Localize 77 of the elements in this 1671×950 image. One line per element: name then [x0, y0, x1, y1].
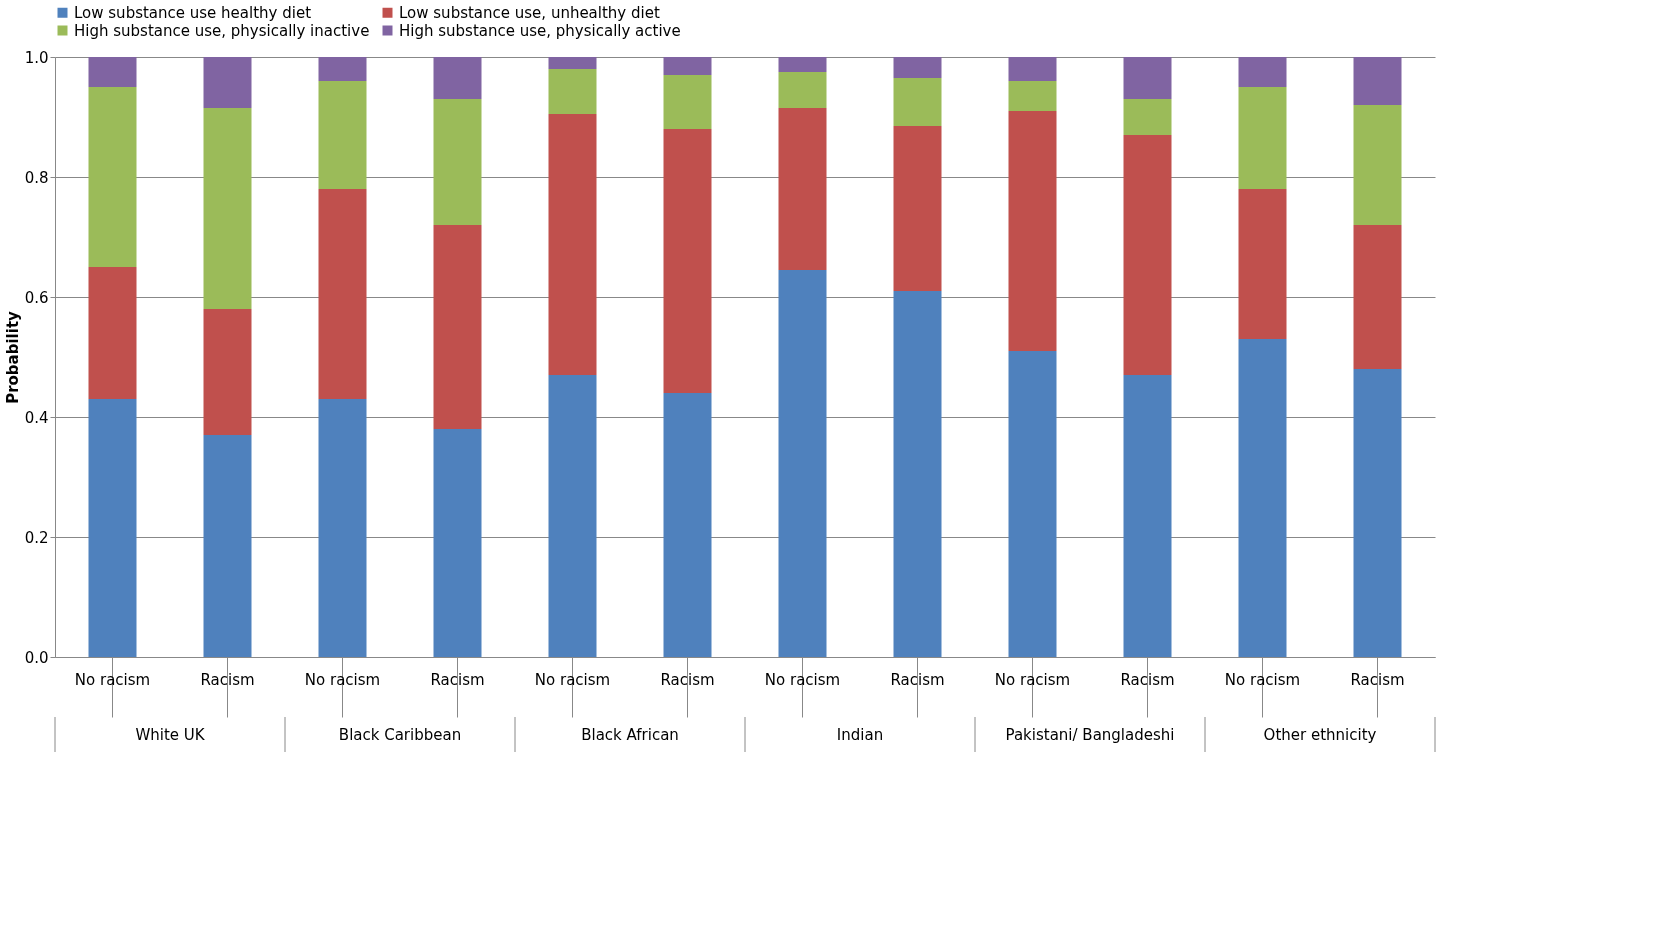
legend-label: High substance use, physically active [399, 21, 681, 40]
x-tick-label: Racism [200, 670, 255, 689]
bar [1238, 339, 1287, 657]
x-tick-label: Racism [1120, 670, 1175, 689]
text: Black African [581, 726, 679, 744]
legend-label: Low substance use healthy diet [74, 3, 312, 22]
y-tick-label: 0.6 [24, 288, 49, 307]
bar [318, 399, 367, 657]
bar [893, 126, 942, 291]
bar [548, 69, 597, 114]
bar [778, 57, 827, 72]
bar [1238, 189, 1287, 339]
x-tick-label: Racism [1350, 670, 1405, 689]
bar [893, 291, 942, 657]
bar [893, 78, 942, 126]
bar [893, 57, 942, 78]
bar [663, 393, 712, 657]
bar [1238, 57, 1287, 87]
x-tick-label: No racism [1224, 670, 1301, 689]
bar [88, 87, 137, 267]
bar [433, 57, 482, 99]
bar [433, 225, 482, 429]
x-tick-label: Racism [890, 670, 945, 689]
y-tick-label: 0.4 [24, 408, 49, 427]
bar [1123, 57, 1172, 99]
bar [778, 270, 827, 657]
bar [1123, 135, 1172, 375]
legend-label: Low substance use, unhealthy diet [399, 3, 660, 22]
legend-label: High substance use, physically inactive [74, 21, 370, 40]
bar [1008, 57, 1057, 81]
bar [433, 429, 482, 657]
bar [663, 57, 712, 75]
y-tick-label: 1.0 [24, 48, 49, 67]
bar [318, 81, 367, 189]
y-tick-label: 0.0 [24, 648, 49, 667]
bar [1238, 87, 1287, 189]
x-tick-label: No racism [304, 670, 381, 689]
bar [548, 375, 597, 657]
bar [778, 108, 827, 270]
bar [203, 309, 252, 435]
bar [1353, 105, 1402, 225]
bar [88, 399, 137, 657]
x-tick-label: Racism [430, 670, 485, 689]
x-tick-label: Racism [660, 670, 715, 689]
text: White UK [135, 726, 206, 744]
x-tick-label: No racism [764, 670, 841, 689]
x-tick-label: No racism [534, 670, 611, 689]
bar [318, 57, 367, 81]
x-tick-label: No racism [74, 670, 151, 689]
bar [1353, 369, 1402, 657]
text: Black Caribbean [338, 726, 462, 744]
bar [1008, 81, 1057, 111]
bar [1008, 111, 1057, 351]
bar [1008, 351, 1057, 657]
bar [433, 99, 482, 225]
bar [663, 75, 712, 129]
y-axis-title: Probability [3, 310, 22, 404]
text: Indian [836, 726, 884, 744]
bar [1353, 57, 1402, 105]
bar [663, 129, 712, 393]
bar [203, 435, 252, 657]
bar [203, 108, 252, 309]
bar [203, 57, 252, 108]
y-tick-label: 0.8 [24, 168, 49, 187]
bar [88, 57, 137, 87]
x-tick-label: No racism [994, 670, 1071, 689]
bar [1123, 99, 1172, 135]
text: Pakistani/ Bangladeshi [1005, 726, 1175, 744]
bar [1353, 225, 1402, 369]
text: Other ethnicity [1263, 726, 1377, 744]
y-tick-label: 0.2 [24, 528, 49, 547]
bar [318, 189, 367, 399]
bar [88, 267, 137, 399]
bar [548, 114, 597, 375]
bar [1123, 375, 1172, 657]
bar [548, 57, 597, 69]
bar [778, 72, 827, 108]
